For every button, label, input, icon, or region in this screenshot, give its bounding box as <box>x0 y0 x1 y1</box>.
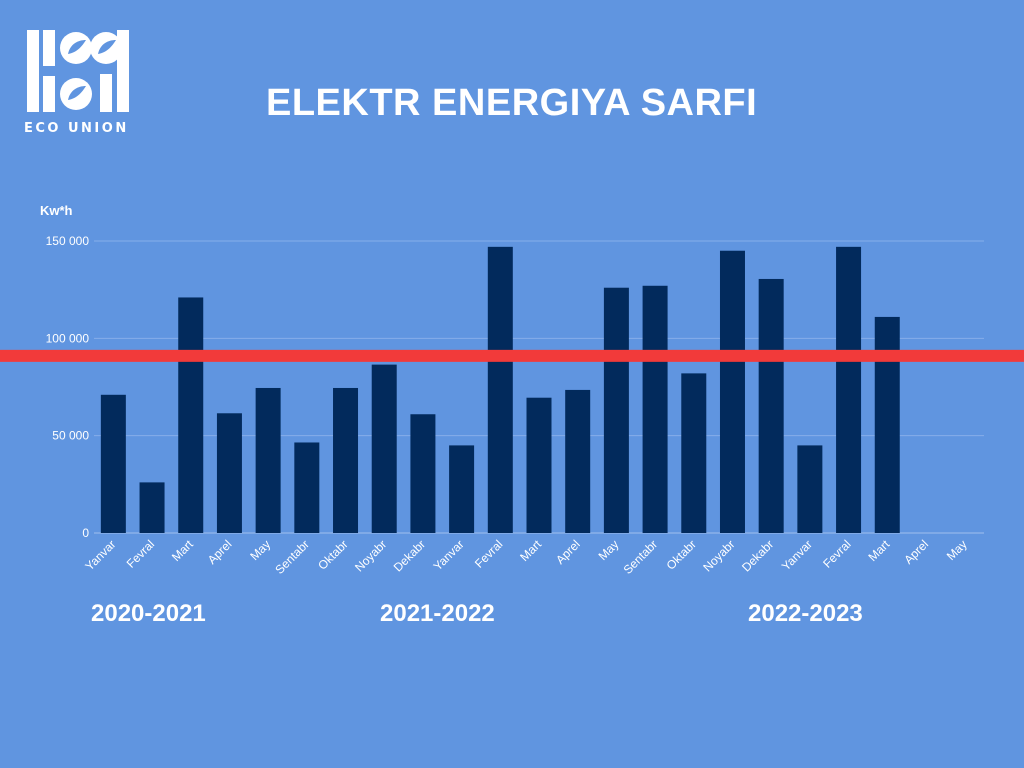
x-tick-label: Aprel <box>901 537 931 567</box>
bar <box>371 364 397 533</box>
y-tick-label: 50 000 <box>52 429 89 443</box>
x-tick-label: Fevral <box>820 537 853 570</box>
x-tick-label: Aprel <box>553 537 583 567</box>
bar <box>487 246 513 533</box>
bar <box>294 442 320 533</box>
bar <box>758 278 784 533</box>
x-tick-label: Sentabr <box>272 537 312 577</box>
x-tick-label: Fevral <box>472 537 505 570</box>
x-tick-label: May <box>247 537 273 563</box>
bar <box>797 445 823 533</box>
eco-union-logo <box>27 30 129 112</box>
x-tick-label: Mart <box>169 537 196 564</box>
bar <box>449 445 475 533</box>
bar <box>178 297 204 533</box>
bar <box>526 397 552 533</box>
bar <box>410 414 436 533</box>
x-tick-label: May <box>596 537 622 563</box>
season-label-2020-2021: 2020-2021 <box>91 600 206 627</box>
x-tick-label: Mart <box>517 537 544 564</box>
x-tick-label: Dekabr <box>391 537 428 574</box>
x-tick-label: Mart <box>866 537 893 564</box>
x-tick-label: Fevral <box>124 537 157 570</box>
x-tick-label: Oktabr <box>664 537 699 572</box>
x-tick-label: Noyabr <box>352 537 389 574</box>
x-tick-label: May <box>944 537 970 563</box>
logo-text: ECO UNION <box>24 121 129 136</box>
y-tick-label: 100 000 <box>46 331 90 345</box>
x-tick-label: Noyabr <box>700 537 737 574</box>
x-tick-label: Yanvar <box>431 537 467 573</box>
x-tick-label: Yanvar <box>779 537 815 573</box>
x-tick-label: Dekabr <box>739 537 776 574</box>
bar <box>100 394 126 533</box>
x-tick-label: Oktabr <box>315 537 350 572</box>
bar <box>719 250 745 533</box>
bar <box>216 413 242 533</box>
page-title: ELEKTR ENERGIYA SARFI <box>266 82 758 124</box>
x-tick-label: Aprel <box>205 537 235 567</box>
bar <box>681 373 707 533</box>
season-label-2022-2023: 2022-2023 <box>748 600 863 627</box>
y-tick-label: 0 <box>82 526 89 540</box>
reference-line <box>0 349 1024 362</box>
season-label-2021-2022: 2021-2022 <box>380 600 495 627</box>
x-tick-label: Yanvar <box>82 537 118 573</box>
bar <box>642 285 668 533</box>
bar <box>255 387 281 533</box>
bar <box>333 387 359 533</box>
bar <box>874 316 900 533</box>
y-tick-label: 150 000 <box>46 234 90 248</box>
bar <box>139 482 165 533</box>
x-tick-label: Sentabr <box>621 537 661 577</box>
bar <box>836 246 862 533</box>
bar <box>603 287 629 533</box>
y-axis-unit: Kw*h <box>40 203 73 218</box>
bar <box>565 389 591 533</box>
